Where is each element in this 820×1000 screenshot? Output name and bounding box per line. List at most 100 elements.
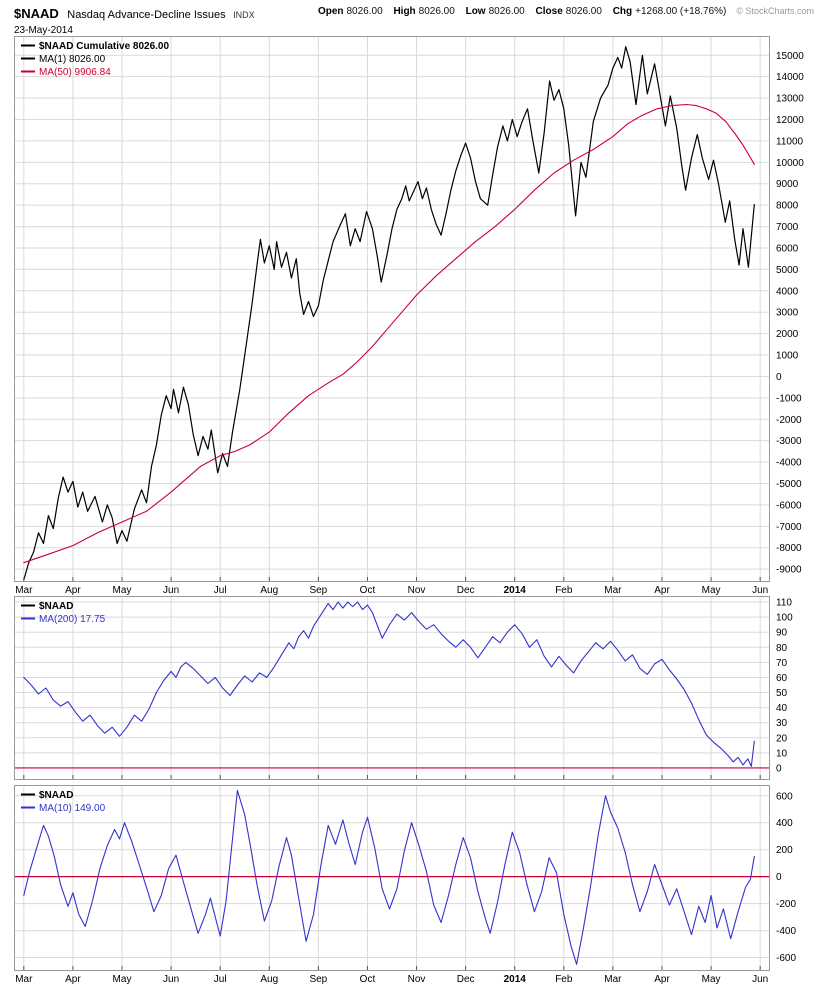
- y-axis-label: -8000: [776, 543, 802, 554]
- legend-label: MA(1) 8026.00: [39, 54, 106, 65]
- y-axis-label: 3000: [776, 308, 799, 319]
- series-line: [23, 103, 755, 564]
- month-label: Sep: [309, 974, 327, 985]
- month-label: Feb: [555, 974, 573, 985]
- month-label: Nov: [408, 585, 426, 596]
- y-axis-label: 60: [776, 673, 788, 684]
- chg-value: +1268.00 (+18.76%): [635, 6, 727, 17]
- panel-border: [14, 785, 770, 971]
- month-label: Aug: [260, 974, 278, 985]
- y-axis-label: 13000: [776, 94, 804, 105]
- y-axis-label: 600: [776, 791, 793, 802]
- y-axis-label: 80: [776, 643, 788, 654]
- y-axis-label: 0: [776, 872, 782, 883]
- panel-bg: [14, 596, 770, 780]
- month-label: Mar: [604, 585, 622, 596]
- ticker-symbol: $NAAD: [14, 6, 59, 21]
- legend-label: $NAAD: [39, 601, 73, 612]
- panel-border: [14, 36, 770, 582]
- month-label: Jun: [752, 585, 768, 596]
- y-axis-label: 7000: [776, 222, 799, 233]
- open-value: 8026.00: [346, 6, 383, 17]
- y-axis-label: 12000: [776, 115, 804, 126]
- y-axis-label: 10: [776, 748, 788, 759]
- y-axis-label: 50: [776, 688, 788, 699]
- month-axis-bottom: Mar Apr May Jun Jul Aug Sep Oct Nov Dec 2014 Feb Mar…: [15, 974, 768, 985]
- month-label: Mar: [604, 974, 622, 985]
- legend-label: MA(200) 17.75: [39, 614, 106, 625]
- month-label: Oct: [360, 585, 376, 596]
- y-axis-label: 8000: [776, 201, 799, 212]
- month-label: Feb: [555, 585, 573, 596]
- y-axis-label: 11000: [776, 136, 804, 147]
- month-label: 2014: [504, 585, 527, 596]
- month-label: 2014: [504, 974, 527, 985]
- month-label: Dec: [457, 974, 475, 985]
- y-axis-label: -1000: [776, 393, 802, 404]
- ma10-chart: 600 400 200 0 -200 -400 -600 $NAAD MA(10) 149.00: [14, 785, 796, 971]
- y-axis-label: -200: [776, 899, 796, 910]
- y-axis-label: -400: [776, 926, 796, 937]
- month-label: Jun: [163, 974, 179, 985]
- y-axis-label: 6000: [776, 243, 799, 254]
- low-label: Low: [465, 6, 486, 17]
- main-cumulative-chart: 1500014000130001200011000100009000800070…: [14, 36, 804, 582]
- y-axis-label: 100: [776, 613, 793, 624]
- month-label: Nov: [408, 974, 426, 985]
- exchange-label: INDX: [233, 10, 255, 20]
- chg-label: Chg: [612, 6, 633, 17]
- series-line: [23, 789, 755, 965]
- title-line: $NAAD Nasdaq Advance-Decline Issues INDX: [14, 5, 310, 23]
- month-label: May: [702, 585, 721, 596]
- month-label: Jul: [214, 974, 227, 985]
- legend-label: MA(50) 9906.84: [39, 67, 111, 78]
- legend-label: $NAAD Cumulative 8026.00: [39, 41, 169, 52]
- y-axis-label: -5000: [776, 479, 802, 490]
- month-label: Sep: [309, 585, 327, 596]
- y-axis-label: 40: [776, 703, 788, 714]
- y-axis-label: 5000: [776, 265, 799, 276]
- quote-strip: Open 8026.00 High 8026.00 Low 8026.00 Close…: [310, 6, 726, 17]
- close-value: 8026.00: [565, 6, 602, 17]
- month-label: Dec: [457, 585, 475, 596]
- y-axis-label: 14000: [776, 72, 804, 83]
- month-label: Mar: [15, 585, 33, 596]
- month-label: May: [702, 974, 721, 985]
- stockcharts-copyright: © StockCharts.com: [736, 6, 814, 16]
- month-label: Aug: [260, 585, 278, 596]
- month-label: Apr: [65, 585, 81, 596]
- y-axis-label: -600: [776, 953, 796, 964]
- close-label: Close: [535, 6, 563, 17]
- page-title: Nasdaq Advance-Decline Issues: [67, 9, 226, 21]
- y-axis-label: 1000: [776, 351, 799, 362]
- y-axis-label: 0: [776, 372, 782, 383]
- chart-header: $NAAD Nasdaq Advance-Decline Issues INDX…: [0, 5, 820, 36]
- y-axis-label: -2000: [776, 415, 802, 426]
- panel-border: [14, 596, 770, 780]
- month-axis-main: Mar Apr May Jun Jul Aug Sep Oct Nov Dec 2014 Feb Mar…: [15, 585, 768, 596]
- y-axis-label: -9000: [776, 565, 802, 576]
- y-axis-label: 70: [776, 658, 788, 669]
- high-value: 8026.00: [418, 6, 455, 17]
- month-label: Jun: [752, 974, 768, 985]
- y-axis-label: 400: [776, 818, 793, 829]
- title-block: $NAAD Nasdaq Advance-Decline Issues INDX…: [14, 5, 310, 36]
- y-axis-label: -7000: [776, 522, 802, 533]
- month-label: Jul: [214, 585, 227, 596]
- series-line: [23, 46, 755, 581]
- panel-bg: [14, 785, 770, 971]
- high-label: High: [393, 6, 416, 17]
- y-axis-label: 4000: [776, 286, 799, 297]
- y-axis-label: 9000: [776, 179, 799, 190]
- y-axis-label: 30: [776, 718, 788, 729]
- y-axis-label: 15000: [776, 51, 804, 62]
- legend-label: MA(10) 149.00: [39, 803, 106, 814]
- y-axis-label: 90: [776, 628, 788, 639]
- y-axis-label: -6000: [776, 500, 802, 511]
- open-label: Open: [317, 6, 344, 17]
- panel-bg: [14, 36, 770, 582]
- month-label: Mar: [15, 974, 33, 985]
- month-label: Apr: [654, 585, 670, 596]
- month-label: Jun: [163, 585, 179, 596]
